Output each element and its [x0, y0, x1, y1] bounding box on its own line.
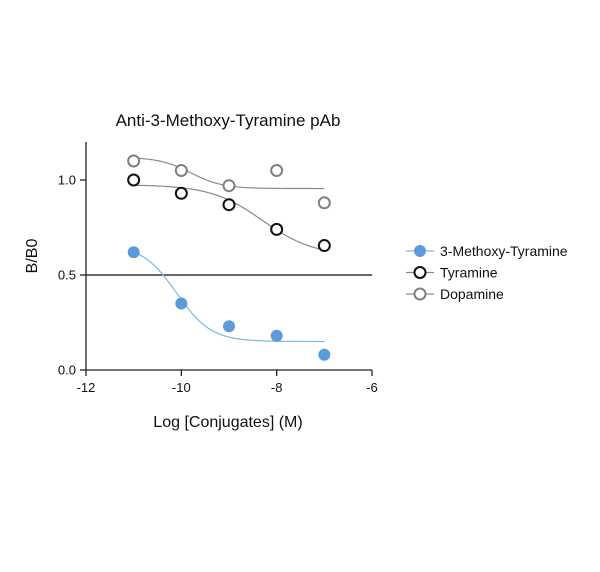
data-point [127, 173, 141, 187]
x-tick-label: -10 [172, 380, 191, 395]
legend-marker [413, 266, 427, 279]
x-tick-label: -8 [271, 380, 283, 395]
fit-curve-3-methoxy-tyramine [133, 251, 325, 343]
y-tick-label: 0.5 [58, 268, 76, 283]
y-axis-label: B/B0 [24, 239, 41, 274]
series-tyramine [127, 173, 331, 253]
data-point [127, 154, 141, 168]
legend-label: Dopamine [440, 286, 504, 302]
legend-item-tyramine: Tyramine [406, 265, 498, 281]
data-point [222, 179, 236, 193]
data-point [223, 320, 235, 333]
data-point [270, 164, 284, 177]
legend-marker [413, 287, 427, 301]
data-point [317, 196, 331, 210]
data-point [174, 186, 188, 200]
series-3-methoxy-tyramine [127, 246, 331, 361]
data-point [270, 329, 283, 342]
x-axis-label: Log [Conjugates] (M) [153, 414, 302, 431]
y-tick-label: 0.0 [58, 363, 76, 378]
data-point [222, 198, 236, 212]
chart-title: Anti-3-Methoxy-Tyramine pAb [116, 111, 341, 130]
data-point [174, 164, 188, 177]
x-tick-label: -12 [77, 380, 96, 395]
y-tick-label: 1.0 [58, 173, 76, 188]
series-dopamine [127, 154, 331, 210]
data-point [270, 222, 284, 236]
data-point [127, 246, 140, 259]
plot-area: -12 -10 -8 -6 0.0 0.5 1.0 [58, 142, 378, 395]
legend-label: Tyramine [440, 265, 498, 281]
legend-item-dopamine: Dopamine [406, 286, 504, 302]
data-point [317, 239, 331, 253]
legend-marker [414, 245, 426, 257]
legend-item-3-methoxy-tyramine: 3-Methoxy-Tyramine [406, 243, 568, 259]
data-point [175, 297, 188, 310]
legend: 3-Methoxy-Tyramine Tyramine Dopamine [406, 243, 568, 302]
x-tick-label: -6 [366, 380, 378, 395]
fit-curve-tyramine [133, 184, 325, 251]
data-point [318, 348, 331, 361]
legend-label: 3-Methoxy-Tyramine [440, 243, 568, 259]
